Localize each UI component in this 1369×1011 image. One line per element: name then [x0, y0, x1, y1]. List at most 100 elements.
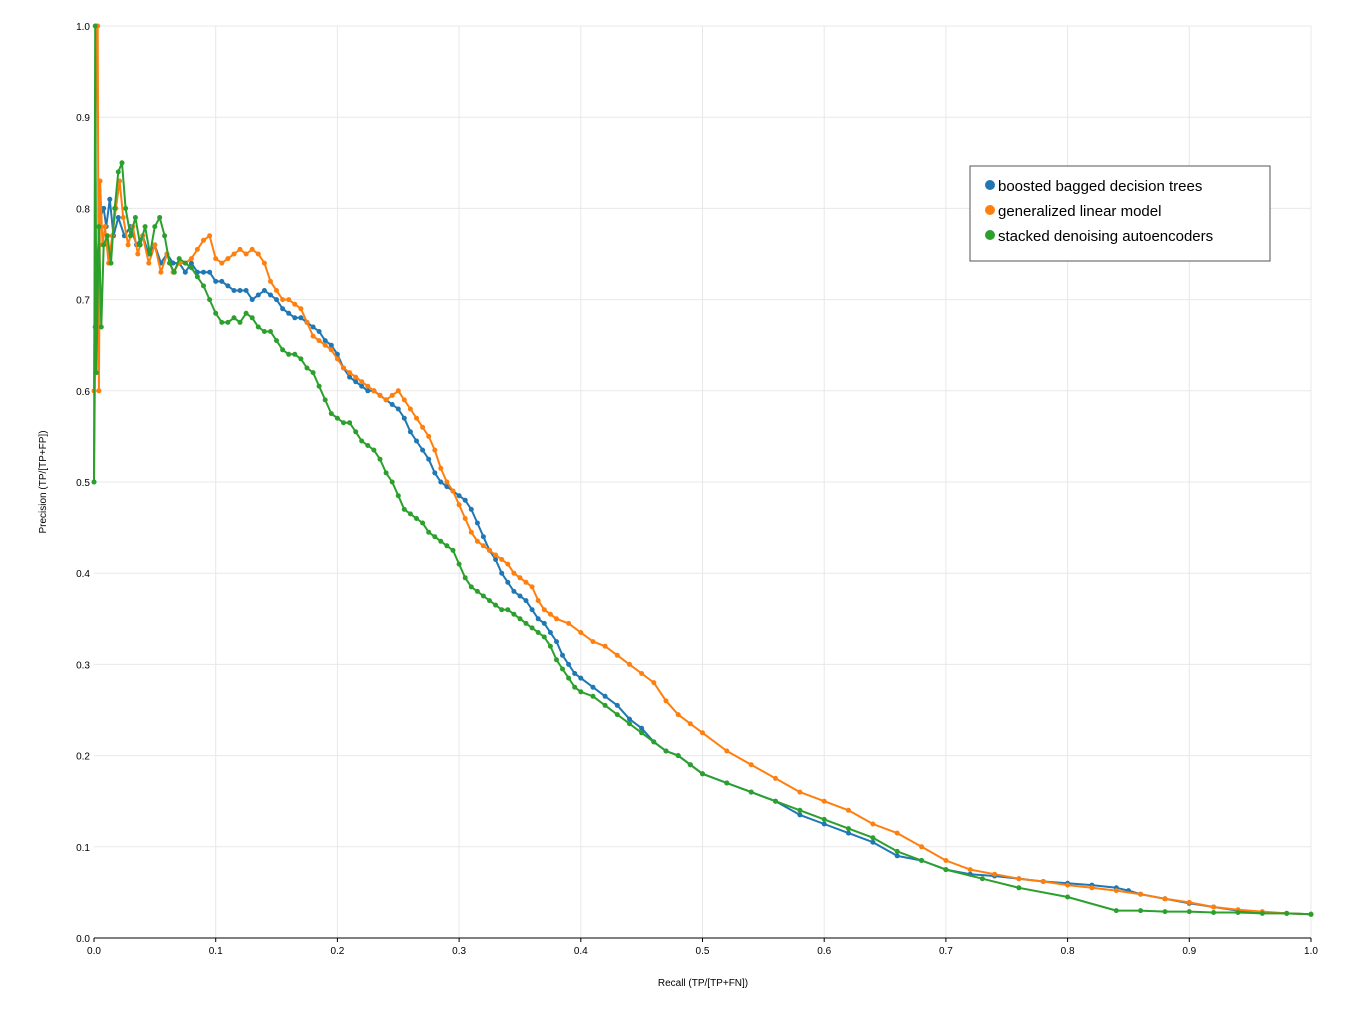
data-point: [602, 693, 608, 699]
data-point: [365, 443, 371, 448]
data-point: [846, 830, 851, 836]
data-point: [401, 397, 407, 403]
data-point: [493, 557, 499, 562]
data-point: [207, 233, 213, 239]
x-tick-label: 0.4: [574, 946, 588, 957]
data-point: [523, 620, 529, 626]
data-point: [188, 256, 194, 262]
data-point: [280, 297, 286, 303]
data-point: [401, 415, 407, 421]
data-point: [328, 411, 334, 417]
data-point: [547, 630, 553, 635]
data-point: [456, 493, 462, 499]
data-point: [450, 547, 456, 553]
data-point: [243, 288, 249, 293]
data-point: [578, 675, 584, 681]
x-tick-label: 0.6: [817, 946, 831, 957]
data-point: [395, 493, 401, 499]
data-point: [797, 807, 803, 813]
x-tick-label: 0.8: [1061, 946, 1075, 957]
data-point: [535, 630, 541, 635]
data-point: [566, 675, 572, 681]
data-point: [1235, 910, 1241, 915]
data-point: [639, 730, 645, 736]
data-point: [207, 297, 213, 303]
data-point: [231, 288, 237, 293]
data-point: [554, 657, 559, 663]
data-point: [123, 205, 129, 211]
data-point: [383, 397, 389, 403]
data-point: [261, 260, 267, 266]
data-point: [748, 789, 754, 795]
data-point: [249, 246, 255, 252]
data-point: [1259, 910, 1265, 916]
data-point: [578, 630, 584, 635]
data-point: [529, 625, 535, 631]
data-point: [505, 579, 511, 585]
legend-marker-boosted: [985, 180, 995, 190]
data-point: [414, 415, 419, 421]
data-point: [243, 251, 249, 257]
data-point: [426, 529, 432, 535]
data-point: [389, 402, 395, 407]
data-point: [292, 301, 298, 307]
data-point: [371, 447, 377, 453]
data-point: [675, 712, 681, 718]
data-point: [480, 593, 486, 599]
data-point: [365, 388, 371, 394]
data-point: [468, 584, 474, 590]
data-point: [377, 456, 383, 462]
data-point: [639, 671, 645, 676]
data-point: [147, 251, 153, 257]
data-point: [541, 620, 547, 626]
data-point: [444, 479, 450, 485]
data-point: [298, 356, 304, 362]
data-point: [176, 256, 182, 262]
data-point: [93, 370, 99, 376]
data-point: [377, 392, 383, 398]
data-point: [322, 342, 328, 348]
data-point: [480, 534, 486, 540]
y-tick-label: 0.8: [76, 204, 90, 215]
data-point: [1065, 882, 1071, 888]
data-point: [268, 329, 273, 334]
data-point: [353, 429, 359, 435]
data-point: [748, 762, 754, 768]
data-point: [541, 607, 547, 613]
data-point: [132, 215, 138, 220]
data-point: [566, 661, 572, 667]
data-point: [365, 383, 371, 389]
data-point: [316, 338, 322, 344]
data-point: [280, 347, 286, 353]
y-tick-label: 0.0: [76, 934, 90, 945]
data-point: [237, 319, 243, 325]
data-point: [219, 319, 225, 325]
data-point: [590, 684, 596, 690]
data-point: [1284, 910, 1290, 916]
data-point: [943, 858, 949, 863]
data-point: [182, 260, 188, 266]
data-point: [663, 698, 669, 704]
data-point: [523, 579, 529, 585]
data-point: [292, 351, 298, 357]
data-point: [590, 639, 596, 645]
data-point: [614, 712, 620, 718]
data-point: [108, 260, 114, 266]
data-point: [517, 616, 523, 622]
data-point: [92, 23, 98, 29]
series-group: [91, 23, 1314, 917]
data-point: [535, 616, 541, 622]
data-point: [414, 438, 419, 444]
data-point: [1016, 876, 1022, 882]
data-point: [724, 748, 730, 754]
x-tick-label: 0.7: [939, 946, 953, 957]
data-point: [152, 242, 158, 248]
data-point: [547, 643, 553, 649]
data-point: [225, 256, 231, 262]
data-point: [115, 169, 121, 175]
data-point: [1040, 879, 1046, 884]
data-point: [1138, 908, 1144, 914]
data-point: [560, 652, 565, 658]
data-point: [359, 438, 365, 444]
data-point: [101, 242, 107, 248]
